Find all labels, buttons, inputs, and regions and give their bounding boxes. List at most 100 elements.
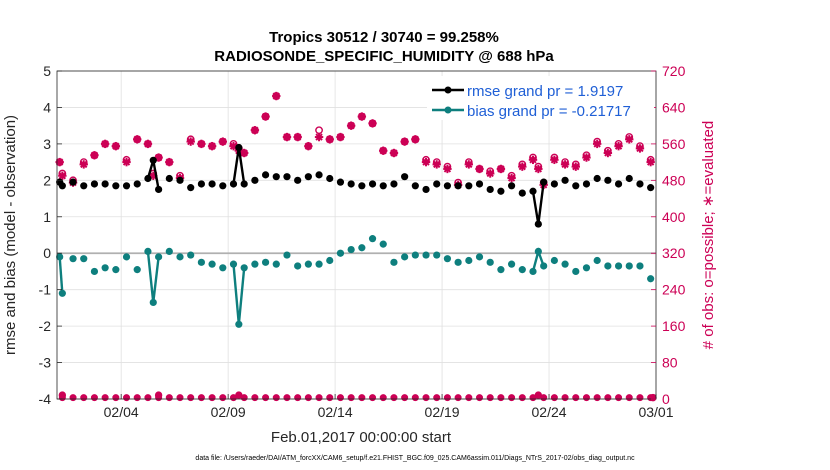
obs-bottom-point	[326, 394, 334, 402]
y2-tick-label: 160	[662, 318, 686, 334]
bias-point	[197, 258, 206, 266]
x-tick-label: 02/09	[211, 404, 246, 420]
obs-bottom-point	[165, 394, 173, 402]
obs-evaluated-stroke	[465, 160, 473, 169]
obs-bottom-point	[112, 394, 120, 402]
legend-marker-rmse	[444, 86, 452, 94]
obs-bottom-point	[401, 394, 409, 402]
obs-evaluated-stroke	[122, 158, 131, 166]
obs-evaluated-point	[614, 141, 623, 151]
obs-evaluated-stroke	[518, 162, 526, 171]
bias-point	[240, 264, 248, 272]
rmse-point	[133, 180, 141, 188]
obs-evaluated-point	[346, 121, 356, 130]
obs-evaluated-stroke	[475, 165, 484, 173]
rmse-point	[614, 180, 623, 188]
obs-bottom-point	[369, 394, 377, 402]
obs-evaluated-point	[197, 139, 206, 149]
obs-evaluated-point	[635, 144, 645, 153]
rmse-point	[433, 180, 441, 188]
obs-bottom-point	[486, 394, 494, 402]
obs-evaluated-stroke	[58, 172, 67, 180]
bias-point	[144, 247, 152, 255]
obs-evaluated-stroke	[433, 160, 441, 169]
rmse-point	[454, 182, 462, 190]
bias-point	[251, 260, 259, 268]
obs-evaluated-point	[379, 146, 388, 155]
rmse-point	[647, 184, 655, 192]
rmse-point	[155, 185, 163, 194]
rmse-point	[80, 182, 88, 190]
obs-bottom-point	[272, 394, 280, 402]
rmse-point	[235, 143, 243, 152]
obs-evaluated-point	[550, 155, 559, 165]
y2-tick-label: 0	[662, 391, 670, 407]
rmse-point	[368, 180, 377, 188]
rmse-point	[251, 176, 259, 184]
x-axis-ticks: 02/04 02/09 02/14 02/19 02/24 03/01	[104, 394, 674, 420]
y-tick-label: -4	[39, 391, 52, 407]
rmse-point	[561, 176, 569, 184]
y2-axis-label: # of obs: o=possible; ∗=evaluated	[700, 121, 717, 350]
bias-point	[582, 264, 591, 272]
bias-point	[165, 247, 173, 255]
rmse-point	[69, 178, 77, 186]
bias-point	[550, 256, 558, 265]
rmse-point	[261, 171, 270, 179]
obs-evaluated-stroke	[593, 140, 601, 148]
rmse-point	[593, 174, 601, 183]
obs-evaluated-point	[79, 160, 88, 169]
rmse-point	[219, 182, 227, 190]
y2-tick-label: 240	[662, 282, 686, 298]
obs-evaluated-point	[293, 132, 302, 142]
rmse-point	[358, 182, 366, 190]
rmse-point	[176, 176, 184, 184]
y-tick-label: -1	[39, 282, 52, 298]
obs-evaluated-point	[368, 119, 377, 128]
obs-bottom-point	[144, 394, 152, 402]
y-axis-ticks: -4 -3 -2 -1 0 1 2 3 4 5	[39, 63, 62, 407]
obs-evaluated-stroke	[411, 135, 420, 144]
obs-evaluated-stroke	[187, 137, 195, 146]
y2-tick-label: 720	[662, 63, 686, 79]
obs-bottom-point	[636, 394, 644, 402]
obs-bottom-point	[123, 394, 131, 402]
obs-evaluated-stroke	[368, 119, 377, 128]
obs-evaluated-point	[603, 148, 613, 158]
bias-point	[614, 262, 623, 270]
obs-evaluated-stroke	[315, 133, 323, 141]
obs-bottom-point	[476, 394, 484, 402]
bias-point	[294, 262, 302, 270]
obs-evaluated-point	[475, 164, 484, 174]
obs-bottom-point	[604, 394, 612, 402]
obs-evaluated-point	[122, 157, 131, 167]
legend-marker-bias	[444, 106, 452, 114]
rmse-point	[411, 182, 419, 190]
bias-point	[90, 267, 99, 276]
obs-evaluated-stroke	[347, 121, 355, 130]
obs-evaluated-stroke	[261, 112, 270, 121]
plot-area	[57, 71, 656, 399]
y-tick-label: 4	[43, 99, 51, 115]
obs-bottom-point	[465, 394, 473, 402]
bias-point	[122, 253, 131, 261]
bias-point	[593, 256, 601, 265]
obs-evaluated-point	[58, 171, 67, 180]
obs-evaluated-point	[443, 164, 452, 174]
obs-evaluated-point	[592, 139, 602, 149]
bias-point	[101, 264, 109, 272]
rmse-point	[572, 182, 580, 190]
obs-bottom-point	[347, 394, 355, 402]
rmse-point	[443, 182, 452, 190]
y2-tick-label: 320	[662, 245, 686, 261]
obs-evaluated-point	[336, 132, 345, 142]
rmse-point	[165, 174, 173, 183]
bias-point	[540, 262, 548, 270]
obs-bottom-point	[443, 394, 451, 402]
rmse-point	[149, 156, 157, 164]
rmse-point	[272, 173, 280, 181]
bias-point	[401, 253, 409, 261]
obs-evaluated-stroke	[336, 133, 345, 141]
legend: rmse grand pr = 1.9197 bias grand pr = -…	[427, 76, 654, 120]
bias-line	[58, 256, 64, 294]
